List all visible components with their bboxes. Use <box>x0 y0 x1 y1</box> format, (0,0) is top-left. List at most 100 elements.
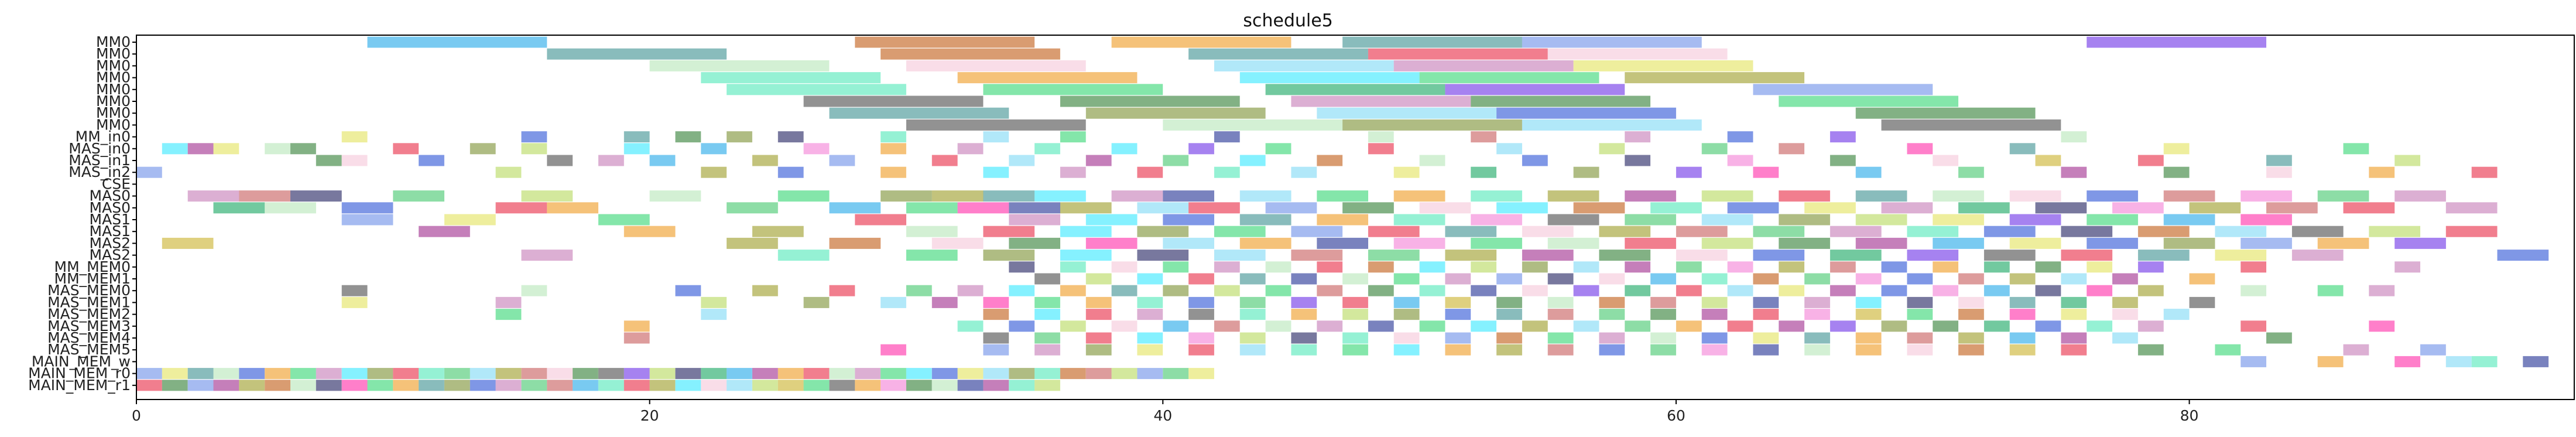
task-bar-mas1-216 <box>1291 226 1343 237</box>
x-tick-label: 20 <box>640 407 659 424</box>
task-bar-main_mem_r1-552 <box>419 380 444 391</box>
task-bar-mm0-15 <box>1573 60 1753 71</box>
task-bar-mm_mem0-284 <box>1368 261 1394 273</box>
task-bar-mas0-150 <box>1855 190 1907 202</box>
task-bar-mas0-177 <box>1727 202 1779 214</box>
task-bar-mm_mem0-281 <box>1214 261 1240 273</box>
task-bar-mas_mem5-483 <box>1804 344 1830 356</box>
task-bar-mas_mem1-368 <box>1188 296 1214 308</box>
task-bar-mm0-36 <box>906 119 1086 131</box>
task-bar-mas_mem5-470 <box>1137 344 1163 356</box>
task-bar-main_mem_r0-530 <box>931 368 958 380</box>
task-bar-mas_mem1-376 <box>1599 296 1625 308</box>
task-bar-mas0-173 <box>1419 202 1471 214</box>
task-bar-mm_mem0-286 <box>1471 261 1496 273</box>
task-bar-main_mem_r0-501 <box>187 368 214 380</box>
task-bar-mas0-142 <box>1239 190 1292 202</box>
task-bar-mas_in0-58 <box>187 143 214 155</box>
task-bar-main_mem_r1-566 <box>777 380 804 391</box>
task-bar-mas0-178 <box>1804 202 1856 214</box>
task-bar-mm_mem0-285 <box>1419 261 1445 273</box>
task-bar-mm_mem1-304 <box>1137 273 1163 285</box>
task-bar-mas0-129 <box>187 190 239 202</box>
task-bar-mas_mem4-450 <box>1393 332 1420 344</box>
task-bar-mas_mem1-375 <box>1547 296 1574 308</box>
task-bar-mas_mem2-392 <box>1085 309 1112 320</box>
task-bar-mas_mem1-386 <box>2112 296 2138 308</box>
x-tick-label: 80 <box>2180 407 2199 424</box>
task-bar-mm_in0-43 <box>624 131 650 143</box>
task-bar-mm0-21 <box>727 84 906 95</box>
task-bar-mas_in1-83 <box>316 155 342 166</box>
task-bar-mas_mem5-481 <box>1701 344 1728 356</box>
task-bar-mm0-10 <box>1547 48 1728 60</box>
task-bar-mm_mem0-292 <box>1779 261 1804 273</box>
task-bar-mas2-244 <box>1625 237 1676 249</box>
task-bar-mas_mem5-473 <box>1291 344 1317 356</box>
task-bar-mm_mem1-305 <box>1188 273 1214 285</box>
task-bar-mas_mem2-397 <box>1342 309 1368 320</box>
task-bar-mas2-275 <box>2291 250 2344 261</box>
row-label-18: MAS2 <box>90 247 131 264</box>
task-bar-mm0-0 <box>367 36 547 48</box>
task-bar-mas_mem0-350 <box>1933 285 1958 296</box>
task-bar-mas_mem1-387 <box>2189 296 2215 308</box>
task-bar-mas2-266 <box>1599 250 1651 261</box>
task-bar-main_mem_r1-549 <box>341 380 368 391</box>
task-bar-mm0-26 <box>803 95 984 107</box>
task-bar-mm_mem1-306 <box>1239 273 1266 285</box>
task-bar-mas2-276 <box>2497 250 2549 261</box>
task-bar-mas_mem5-482 <box>1753 344 1779 356</box>
task-bar-mas_mem4-442 <box>983 332 1009 344</box>
task-bar-mas1-224 <box>1907 226 1959 237</box>
task-bar-mas0-168 <box>1060 202 1112 214</box>
row-label-11: MAS_in2 <box>68 163 131 180</box>
task-bar-mas_mem1-371 <box>1342 296 1368 308</box>
row-label-1: MM0 <box>96 45 131 62</box>
row-label-17: MAS2 <box>90 234 131 251</box>
task-bar-mm_mem0-289 <box>1625 261 1650 273</box>
task-bar-mas_mem0-332 <box>1009 285 1035 296</box>
task-bar-mm0-18 <box>1239 72 1420 84</box>
task-bar-mas_in1-96 <box>1317 155 1343 166</box>
task-bar-mas_mem3-424 <box>1419 320 1445 332</box>
task-bar-main_mem_r0-503 <box>239 368 265 380</box>
task-bar-mas_mem5-472 <box>1239 344 1266 356</box>
task-bar-mas2-236 <box>1009 237 1060 249</box>
task-bar-mas_in1-94 <box>1163 155 1189 166</box>
task-bar-mas1-221 <box>1676 226 1728 237</box>
task-bar-mas1-228 <box>2215 226 2267 237</box>
row-label-27: MAIN_MEM_w <box>32 353 131 370</box>
task-bar-mas_mem5-484 <box>1855 344 1882 356</box>
task-bar-mas_mem3-440 <box>2369 320 2395 332</box>
task-bar-mas_mem3-431 <box>1779 320 1804 332</box>
task-bar-mm_mem1-319 <box>1907 273 1933 285</box>
task-bar-mas1-199 <box>1625 214 1676 226</box>
task-bar-mas_mem0-337 <box>1265 285 1292 296</box>
task-bar-mas_in1-98 <box>1522 155 1548 166</box>
task-bar-mas2-256 <box>777 250 830 261</box>
task-bar-main_mem_r0-500 <box>162 368 188 380</box>
task-bar-mas0-138 <box>983 190 1035 202</box>
task-bar-mas_mem1-367 <box>1137 296 1163 308</box>
task-bar-mas_mem3-419 <box>1163 320 1189 332</box>
task-bar-mas0-163 <box>727 202 778 214</box>
task-bar-mas_mem4-462 <box>2009 332 2036 344</box>
task-bar-mas_in1-87 <box>598 155 624 166</box>
task-bar-mas_in2-122 <box>1855 166 1882 178</box>
task-bar-mm0-23 <box>1265 84 1445 95</box>
task-bar-main_mem_r0-502 <box>213 368 239 380</box>
task-bar-mas0-151 <box>1933 190 1984 202</box>
task-bar-mas2-249 <box>2009 237 2061 249</box>
task-bar-mas0-137 <box>931 190 984 202</box>
task-bar-mas_in0-63 <box>470 143 496 155</box>
task-bar-mas0-144 <box>1393 190 1445 202</box>
task-bar-mm_in0-42 <box>521 131 547 143</box>
task-bar-main_mem_r0-525 <box>803 368 830 380</box>
task-bar-mas_in2-115 <box>1214 166 1240 178</box>
task-bar-mm0-9 <box>1368 48 1548 60</box>
task-bar-main_mem_w-498 <box>2523 356 2549 367</box>
task-bar-mas1-211 <box>906 226 958 237</box>
task-bar-mas_in2-123 <box>1958 166 1984 178</box>
task-bar-mas_mem3-423 <box>1368 320 1394 332</box>
